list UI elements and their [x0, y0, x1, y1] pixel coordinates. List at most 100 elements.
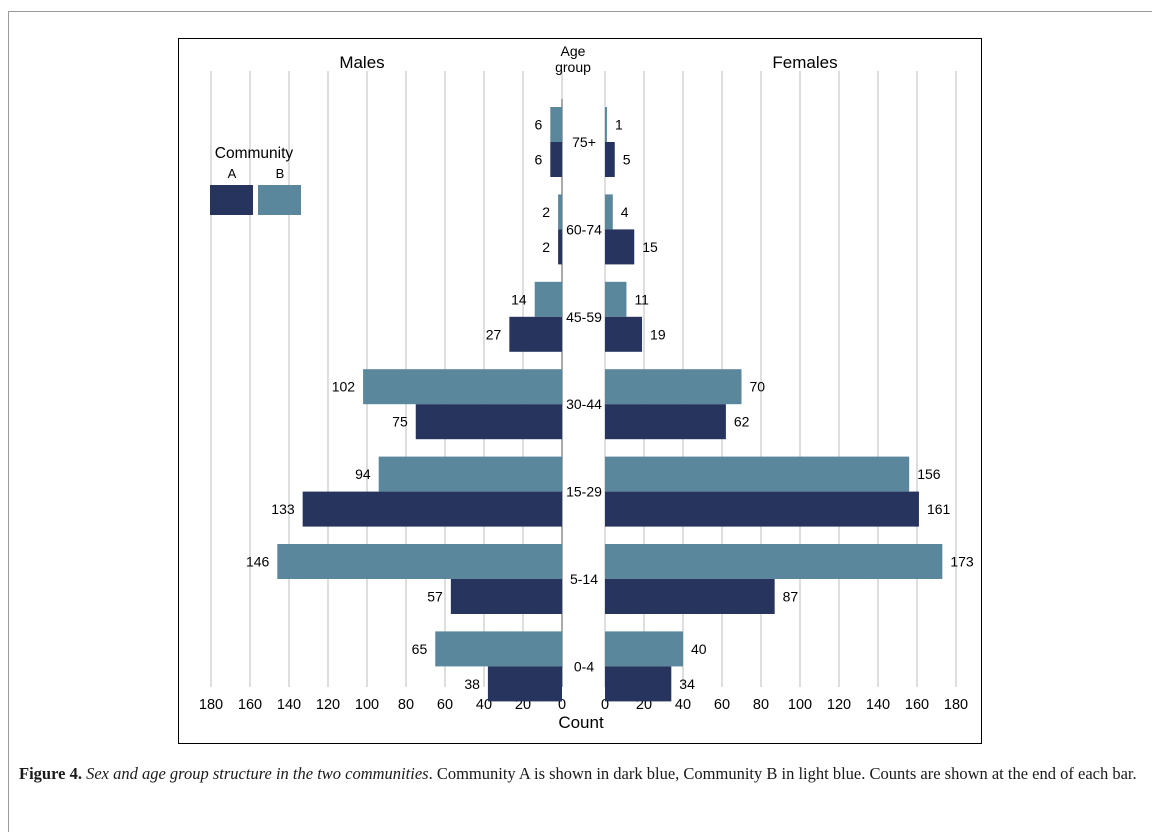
male-bar-a: [302, 491, 562, 527]
x-axis-label: Count: [558, 713, 604, 732]
age-label-bg: [564, 132, 604, 152]
male-data-label: 2: [542, 204, 550, 220]
female-bar-a: [605, 491, 919, 527]
age-group-label: 15-29: [566, 484, 602, 500]
x-tick-label-male: 140: [277, 697, 301, 713]
male-data-label: 102: [332, 379, 356, 395]
female-data-label: 11: [634, 291, 649, 307]
x-tick-label-female: 40: [675, 697, 691, 713]
legend-swatch-b: [258, 185, 301, 215]
age-group-title-line1: Age: [561, 43, 586, 59]
male-bar-a: [415, 404, 562, 440]
legend-label-a: A: [228, 166, 237, 181]
x-tick-label-female: 0: [601, 697, 609, 713]
female-data-label: 173: [950, 554, 974, 570]
male-bar-b: [363, 369, 562, 405]
legend-title: Community: [215, 145, 294, 162]
chart-container: 0 0 20 20 40 40 60 60 80 80 100 100 120 120 140 140 160 1…: [178, 38, 982, 744]
female-data-label: 40: [691, 641, 707, 657]
female-bar-a: [605, 229, 635, 265]
female-data-label: 5: [623, 152, 631, 168]
female-data-label: 19: [650, 326, 666, 342]
age-label-bg: [564, 656, 604, 677]
caption-title: Sex and age group structure in the two c…: [86, 764, 429, 783]
x-tick-label-female: 160: [905, 697, 929, 713]
age-label-bg: [564, 219, 604, 240]
female-data-label: 15: [642, 239, 658, 255]
female-data-label: 70: [750, 379, 766, 395]
female-bar-a: [605, 579, 775, 614]
female-bar-a: [605, 666, 672, 702]
legend-swatch-a: [210, 185, 253, 215]
male-bar-b: [378, 456, 562, 492]
female-bar-b: [605, 281, 627, 317]
x-tick-label-female: 180: [944, 697, 968, 713]
female-bar-a: [605, 404, 726, 440]
age-group-label: 30-44: [566, 396, 602, 412]
legend-label-b: B: [276, 166, 285, 181]
female-data-label: 4: [621, 204, 629, 220]
x-tick-label-male: 180: [199, 697, 223, 713]
x-tick-label-male: 80: [398, 697, 414, 713]
female-bar-b: [605, 544, 943, 579]
x-tick-label-female: 100: [788, 697, 812, 713]
female-bar-b: [605, 369, 742, 405]
males-title: Males: [339, 53, 384, 72]
male-data-label: 2: [542, 239, 550, 255]
x-tick-label-female: 80: [753, 697, 769, 713]
male-data-label: 14: [511, 291, 527, 307]
male-bar-b: [534, 281, 562, 317]
male-bar-a: [487, 666, 562, 702]
male-data-label: 27: [486, 326, 502, 342]
male-bar-b: [550, 107, 562, 142]
female-bar-b: [605, 194, 613, 230]
age-label-bg: [564, 481, 604, 502]
male-data-label: 146: [246, 554, 270, 570]
female-bar-a: [605, 142, 615, 177]
female-data-label: 156: [917, 466, 941, 482]
x-tick-label-female: 60: [714, 697, 730, 713]
male-bar-a: [450, 579, 562, 614]
age-group-title-line2: group: [555, 59, 591, 75]
x-tick-label-male: 100: [355, 697, 379, 713]
age-group-label: 60-74: [566, 221, 602, 237]
male-bar-b: [277, 544, 562, 579]
female-data-label: 34: [679, 676, 695, 692]
age-group-label: 45-59: [566, 309, 602, 325]
female-bar-b: [605, 107, 607, 142]
female-bar-b: [605, 456, 910, 492]
caption-body: . Community A is shown in dark blue, Com…: [428, 764, 1137, 783]
male-bar-b: [558, 194, 562, 230]
x-tick-label-female: 120: [827, 697, 851, 713]
age-label-bg: [564, 306, 604, 327]
figure-caption: Figure 4. Sex and age group structure in…: [19, 763, 1139, 785]
x-tick-label-female: 140: [866, 697, 890, 713]
male-data-label: 57: [427, 589, 443, 605]
male-data-label: 6: [535, 117, 543, 133]
age-group-label: 75+: [572, 134, 596, 150]
male-data-label: 38: [464, 676, 480, 692]
female-data-label: 87: [783, 589, 799, 605]
male-bar-a: [509, 316, 562, 352]
male-bar-b: [435, 631, 562, 667]
male-data-label: 75: [392, 414, 408, 430]
age-label-bg: [564, 394, 604, 415]
age-group-label: 0-4: [574, 658, 594, 674]
male-bar-a: [550, 142, 562, 177]
caption-lead: Figure 4.: [19, 764, 82, 783]
x-tick-label-male: 120: [316, 697, 340, 713]
age-group-label: 5-14: [570, 571, 598, 587]
female-bar-a: [605, 316, 643, 352]
male-data-label: 94: [355, 466, 371, 482]
male-data-label: 65: [412, 641, 428, 657]
male-bar-a: [558, 229, 562, 265]
female-bar-b: [605, 631, 683, 667]
females-title: Females: [772, 53, 837, 72]
age-label-bg: [564, 569, 604, 589]
x-tick-label-male: 160: [238, 697, 262, 713]
female-data-label: 161: [927, 501, 951, 517]
male-data-label: 6: [535, 152, 543, 168]
x-tick-label-male: 60: [437, 697, 453, 713]
male-data-label: 133: [271, 501, 295, 517]
